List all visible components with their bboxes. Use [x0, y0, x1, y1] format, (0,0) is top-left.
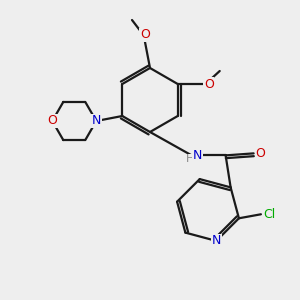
Text: H: H [185, 154, 194, 164]
Text: N: N [212, 234, 221, 248]
Text: O: O [140, 28, 150, 41]
Text: O: O [256, 147, 266, 160]
Text: O: O [204, 77, 214, 91]
Text: N: N [193, 149, 202, 162]
Text: N: N [92, 115, 101, 128]
Text: O: O [47, 115, 57, 128]
Text: Cl: Cl [263, 208, 275, 221]
